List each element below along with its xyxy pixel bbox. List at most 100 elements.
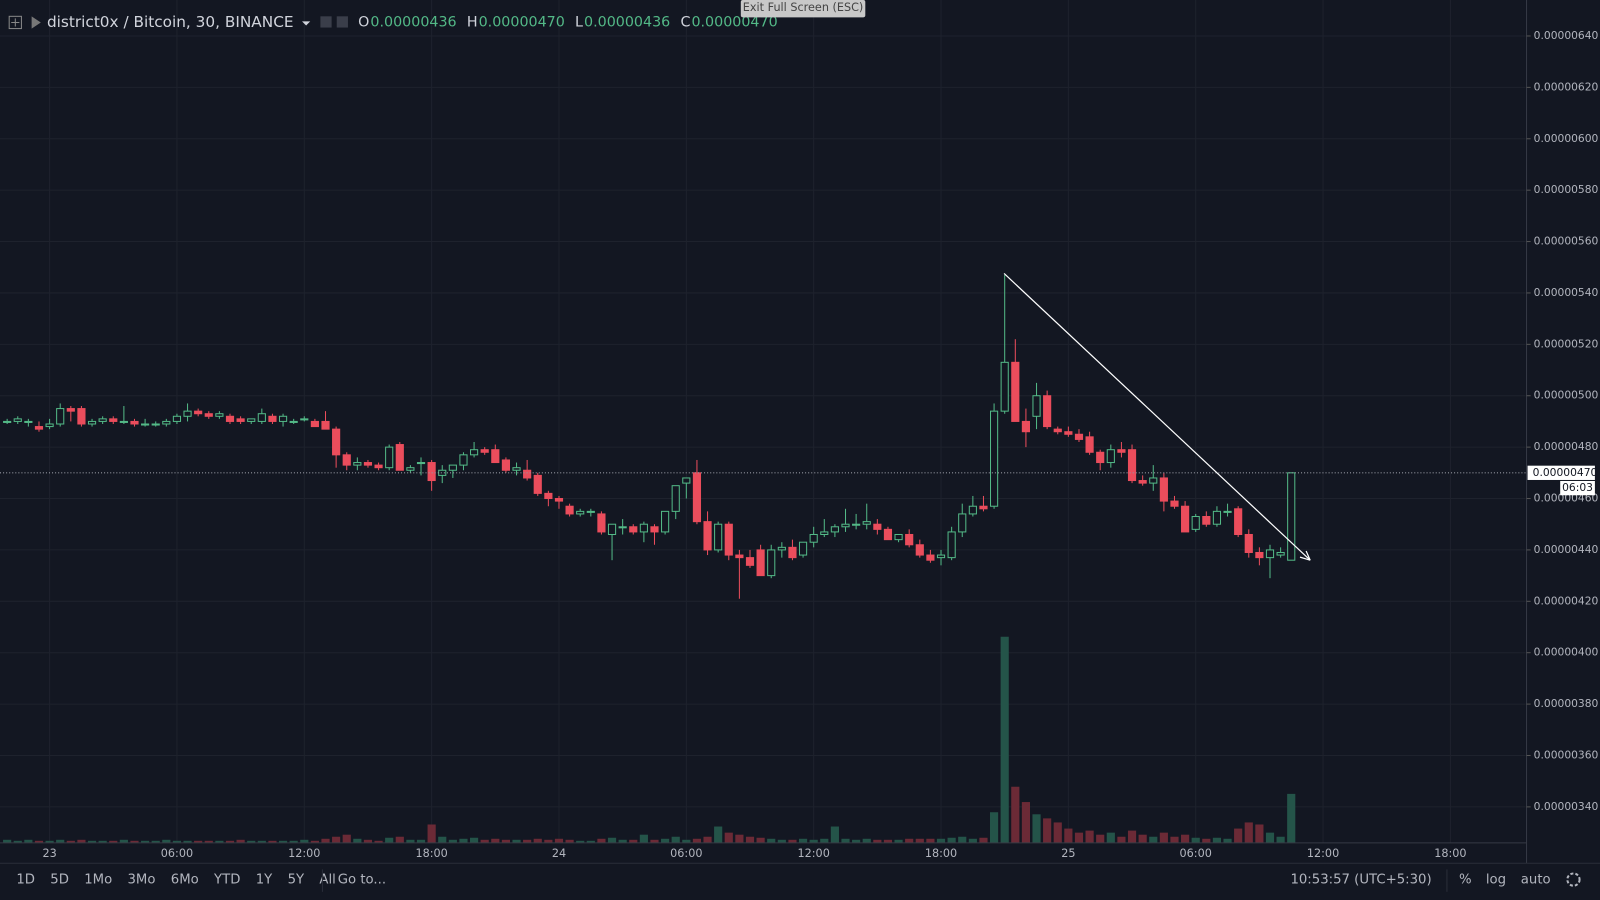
candle-body xyxy=(470,449,479,456)
range-button[interactable]: 5Y xyxy=(288,873,305,888)
volume-bar xyxy=(332,836,341,843)
exit-fullscreen[interactable] xyxy=(740,0,866,18)
volume-bar xyxy=(141,840,150,843)
candle-body xyxy=(862,521,871,525)
candle-body xyxy=(629,526,638,533)
range-button[interactable]: YTD xyxy=(213,873,240,888)
volume-bar xyxy=(289,840,298,843)
candle-body xyxy=(947,531,956,559)
volume-bar xyxy=(905,838,914,843)
volume-bar xyxy=(66,840,75,843)
volume-bar xyxy=(1244,822,1253,843)
range-button[interactable]: 1D xyxy=(16,873,35,888)
volume-bar xyxy=(1085,830,1094,843)
legend-value: 0.00000436 xyxy=(370,14,456,30)
candle-body xyxy=(215,413,224,417)
candle-body xyxy=(1276,551,1285,556)
candle-body xyxy=(1053,428,1062,433)
candle-body xyxy=(459,454,468,466)
x-tick-label: 06:00 xyxy=(670,847,702,860)
plus xyxy=(11,18,20,27)
range-button[interactable]: 5D xyxy=(50,873,69,888)
volume-bar xyxy=(958,836,967,843)
volume-bar xyxy=(1159,832,1168,843)
auto-button[interactable]: auto xyxy=(1521,873,1551,888)
range-button[interactable]: 3Mo xyxy=(127,873,155,888)
candle-body xyxy=(109,418,118,422)
y-tick-label: 0.00000340 xyxy=(1534,800,1599,813)
candle-body xyxy=(852,523,861,526)
settings-icon[interactable] xyxy=(1566,872,1581,887)
candle-body xyxy=(119,420,128,423)
candle-body xyxy=(1085,436,1094,453)
candle-body xyxy=(1096,451,1105,464)
range-button[interactable]: 1Y xyxy=(256,873,273,888)
candle-body xyxy=(225,415,235,422)
volume-bar xyxy=(247,840,256,843)
candle-body xyxy=(77,408,86,425)
volume-bar xyxy=(470,837,479,843)
volume-bar xyxy=(395,836,404,843)
x-tick-label: 12:00 xyxy=(288,847,320,860)
log-button[interactable]: log xyxy=(1486,873,1506,888)
volume-bar xyxy=(353,838,362,843)
volume-bar xyxy=(565,839,574,843)
y-tick-label: 0.00000400 xyxy=(1534,646,1599,659)
goto-button[interactable]: Go to... xyxy=(338,873,386,888)
x-tick-label: 12:00 xyxy=(798,847,830,860)
indicator-icon xyxy=(336,16,348,28)
candle-body xyxy=(990,410,999,507)
candle-body xyxy=(310,420,319,428)
candle-body xyxy=(194,410,203,415)
candle-body xyxy=(183,410,192,417)
candle-body xyxy=(406,467,415,471)
legend-key: L xyxy=(575,14,583,30)
y-tick-label: 0.00000520 xyxy=(1534,337,1599,350)
candle-body xyxy=(873,523,882,530)
volume-bar xyxy=(87,840,97,843)
candle-body xyxy=(533,474,542,494)
volume-bar xyxy=(512,839,521,843)
range-button[interactable]: 6Mo xyxy=(171,873,199,888)
candle-body xyxy=(268,415,277,422)
candle-body xyxy=(24,420,33,423)
volume-bar xyxy=(936,838,946,843)
candle-body xyxy=(236,418,245,422)
exit-fullscreen-label[interactable]: Exit Full Screen (ESC) xyxy=(743,1,864,14)
volume-bar xyxy=(650,839,659,843)
candles xyxy=(0,274,1527,599)
volume-bar xyxy=(98,840,107,843)
volume-bar xyxy=(1043,818,1052,843)
volume-bar xyxy=(798,838,808,843)
candle-body xyxy=(894,533,903,541)
candle-body xyxy=(141,423,150,426)
volume-bar xyxy=(204,840,213,843)
x-tick-label: 06:00 xyxy=(161,847,193,860)
symbol-caret[interactable] xyxy=(302,21,311,26)
candle-body xyxy=(1074,433,1084,440)
countdown-box xyxy=(1560,480,1595,496)
volume-bar xyxy=(215,840,224,843)
range-button[interactable]: All xyxy=(319,873,335,888)
trend-line[interactable] xyxy=(1003,273,1311,561)
volume-bar xyxy=(1287,793,1296,843)
candle-body xyxy=(1138,480,1147,484)
volume-bar xyxy=(363,839,373,843)
volume-bar xyxy=(607,837,617,843)
volume-bar xyxy=(427,824,436,843)
candle-body xyxy=(735,554,744,559)
candle-body xyxy=(682,477,691,484)
percent-button[interactable]: % xyxy=(1459,873,1472,888)
symbol[interactable]: district0x / Bitcoin, 30, BINANCE xyxy=(47,13,294,31)
volume-bar xyxy=(1149,836,1158,843)
volume-bar xyxy=(735,834,744,843)
add-symbol-icon[interactable] xyxy=(8,15,22,30)
clock: 10:53:57 (UTC+5:30) xyxy=(1290,873,1431,888)
volume-bar xyxy=(1265,832,1275,843)
candle-body xyxy=(13,418,22,422)
candle-body xyxy=(1255,551,1264,559)
range-button[interactable]: 1Mo xyxy=(84,873,112,888)
candle-body xyxy=(480,449,489,453)
volume-bar xyxy=(119,839,128,843)
volume-bar xyxy=(1032,814,1041,843)
